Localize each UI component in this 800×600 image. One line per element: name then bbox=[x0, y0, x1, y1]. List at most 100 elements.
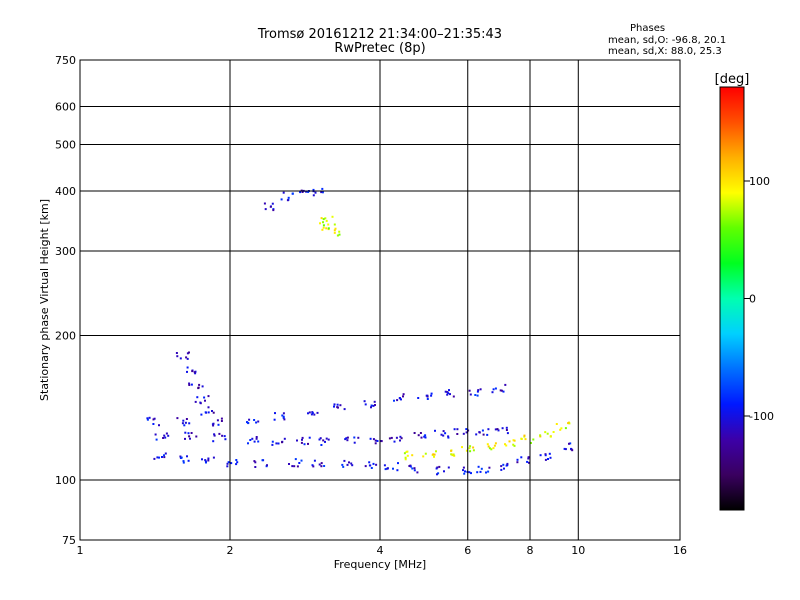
data-point bbox=[549, 435, 552, 438]
data-point bbox=[376, 440, 379, 442]
data-point bbox=[167, 434, 170, 437]
data-point bbox=[402, 393, 405, 396]
data-point bbox=[504, 383, 507, 386]
data-point bbox=[560, 427, 563, 430]
data-point bbox=[182, 419, 185, 422]
phases-o-mode: mean, sd,O: -96.8, 20.1 bbox=[608, 35, 727, 46]
data-point bbox=[296, 465, 299, 468]
data-point bbox=[339, 404, 342, 407]
data-point bbox=[182, 461, 185, 464]
data-point bbox=[327, 438, 330, 441]
data-point bbox=[567, 422, 570, 425]
data-point bbox=[153, 457, 156, 460]
data-point bbox=[195, 435, 198, 438]
data-point bbox=[153, 417, 156, 420]
data-point bbox=[393, 399, 395, 402]
data-point bbox=[504, 443, 506, 446]
data-point bbox=[310, 413, 313, 416]
data-point bbox=[185, 356, 188, 359]
data-point bbox=[494, 387, 497, 390]
data-point bbox=[212, 440, 215, 443]
data-point bbox=[363, 400, 366, 403]
data-point bbox=[444, 432, 447, 435]
data-point bbox=[313, 413, 316, 416]
data-point bbox=[482, 433, 485, 436]
data-point bbox=[253, 440, 256, 443]
data-point bbox=[475, 433, 478, 436]
plot-frame bbox=[79, 59, 681, 541]
data-point bbox=[269, 205, 272, 208]
data-point bbox=[282, 191, 285, 194]
data-point bbox=[503, 467, 505, 470]
data-point bbox=[163, 456, 166, 459]
data-point bbox=[305, 190, 308, 193]
data-point bbox=[298, 462, 301, 464]
data-point bbox=[420, 436, 423, 439]
data-point bbox=[221, 434, 224, 437]
data-point bbox=[272, 209, 275, 212]
data-point bbox=[446, 393, 449, 396]
data-point bbox=[307, 442, 309, 445]
data-point bbox=[324, 440, 326, 443]
data-point bbox=[287, 196, 290, 199]
data-point bbox=[453, 428, 456, 431]
data-point bbox=[322, 221, 324, 224]
data-point bbox=[472, 449, 475, 452]
data-point bbox=[472, 446, 475, 449]
data-point bbox=[253, 460, 256, 463]
data-point bbox=[188, 384, 191, 386]
data-point bbox=[323, 465, 326, 467]
data-point bbox=[212, 422, 215, 425]
data-point bbox=[502, 390, 505, 393]
data-point bbox=[516, 458, 519, 461]
data-point bbox=[301, 191, 304, 193]
data-point bbox=[249, 439, 252, 441]
data-point bbox=[437, 472, 440, 475]
data-point bbox=[500, 465, 503, 468]
data-point bbox=[218, 432, 221, 435]
data-point bbox=[344, 438, 347, 441]
data-point bbox=[481, 429, 484, 432]
data-point bbox=[396, 469, 399, 472]
data-point bbox=[319, 437, 322, 440]
data-point bbox=[526, 460, 529, 463]
y-tick-label: 600 bbox=[55, 101, 76, 114]
data-point bbox=[300, 441, 303, 444]
data-point bbox=[411, 467, 414, 470]
data-point bbox=[453, 454, 456, 457]
data-point bbox=[447, 392, 450, 395]
data-point bbox=[447, 436, 450, 439]
data-point bbox=[448, 389, 450, 392]
data-point bbox=[186, 370, 188, 373]
data-point bbox=[226, 465, 229, 468]
data-point bbox=[176, 417, 179, 420]
data-point bbox=[283, 418, 286, 421]
data-point bbox=[220, 417, 223, 420]
colorbar-tick-label: 100 bbox=[749, 175, 770, 188]
data-point bbox=[343, 408, 346, 411]
data-point bbox=[465, 449, 468, 452]
data-point bbox=[165, 432, 168, 435]
data-point bbox=[419, 432, 422, 434]
data-point bbox=[530, 442, 532, 444]
data-point bbox=[321, 191, 324, 194]
data-point bbox=[261, 459, 264, 462]
data-point bbox=[465, 431, 468, 434]
data-point bbox=[462, 466, 465, 469]
data-point bbox=[564, 448, 567, 451]
phases-x-mode: mean, sd,X: 88.0, 25.3 bbox=[608, 46, 722, 57]
data-point bbox=[146, 417, 149, 420]
data-point bbox=[440, 433, 443, 436]
data-point bbox=[320, 465, 323, 468]
data-point bbox=[476, 394, 479, 397]
data-point bbox=[199, 401, 202, 404]
data-point bbox=[413, 467, 416, 470]
data-point bbox=[374, 439, 377, 442]
data-point bbox=[351, 464, 354, 467]
data-point bbox=[424, 434, 427, 437]
data-point bbox=[182, 460, 185, 463]
data-point bbox=[346, 436, 349, 439]
data-point bbox=[532, 438, 535, 441]
data-point bbox=[469, 393, 472, 396]
data-point bbox=[311, 412, 314, 414]
